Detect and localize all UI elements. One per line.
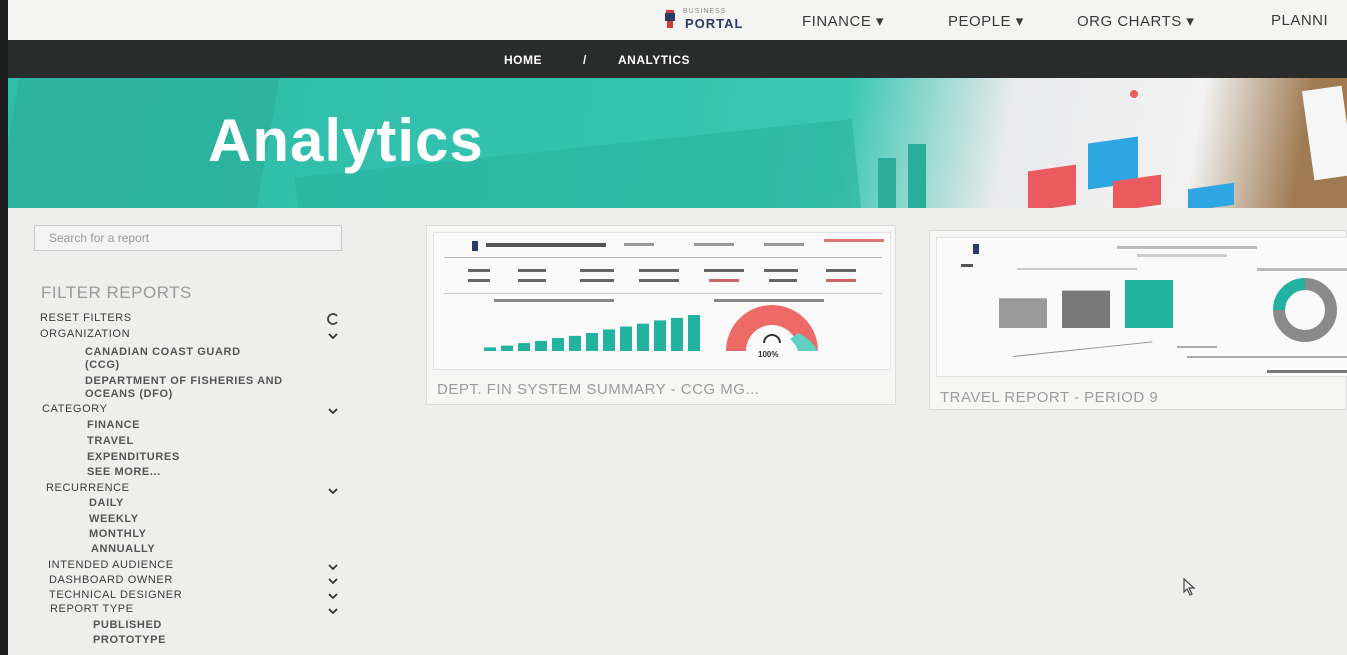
filter-category[interactable]: CATEGORY	[42, 403, 108, 415]
preview-bar	[501, 345, 513, 351]
preview-bar	[586, 333, 598, 351]
chevron-down-icon[interactable]	[328, 331, 338, 341]
breadcrumb: HOME / ANALYTICS	[8, 40, 1347, 78]
filter-intended-audience[interactable]: INTENDED AUDIENCE	[48, 559, 174, 571]
report-bar-chart	[999, 280, 1173, 328]
report-search	[34, 225, 342, 251]
report-card[interactable]: 100% DEPT. FIN SYSTEM SUMMARY - CCG MG..…	[426, 225, 896, 405]
report-title[interactable]: DEPT. FIN SYSTEM SUMMARY - CCG MG...	[437, 381, 760, 398]
flag-logo-icon	[665, 10, 675, 28]
hero-decor-bar	[878, 158, 896, 208]
refresh-icon[interactable]	[326, 313, 340, 325]
reset-filters-button[interactable]: RESET FILTERS	[40, 312, 132, 324]
filter-see-more[interactable]: SEE MORE...	[87, 466, 161, 478]
gauge-value-label: 100%	[758, 350, 778, 359]
hero-decor-red-bar	[1113, 174, 1161, 208]
nav-finance[interactable]: FINANCE ▾	[802, 13, 885, 30]
portal-logo[interactable]: BUSINESS PORTAL	[663, 8, 758, 32]
filter-option[interactable]: DAILY	[89, 497, 124, 509]
filter-option[interactable]: CANADIAN COAST GUARD	[85, 346, 241, 358]
preview-bar	[1062, 290, 1110, 328]
filter-option[interactable]: TRAVEL	[87, 435, 134, 447]
chevron-down-icon[interactable]	[328, 406, 338, 416]
report-thumbnail	[936, 237, 1347, 377]
hero-banner: Analytics	[8, 78, 1347, 208]
preview-bar	[518, 343, 530, 351]
filter-option[interactable]: FINANCE	[87, 419, 141, 431]
breadcrumb-separator: /	[583, 53, 587, 67]
preview-bar	[620, 326, 632, 351]
search-input[interactable]	[35, 226, 341, 250]
preview-bar	[671, 317, 683, 351]
logo-big-text: PORTAL	[685, 16, 744, 31]
filter-option[interactable]: EXPENDITURES	[87, 451, 180, 463]
filter-option[interactable]: MONTHLY	[89, 528, 147, 540]
chevron-down-icon[interactable]	[328, 591, 338, 601]
browser-screen: BUSINESS PORTAL FINANCE ▾ PEOPLE ▾ ORG C…	[8, 0, 1347, 655]
filter-option[interactable]: PUBLISHED	[93, 619, 162, 631]
hero-decor-red-bar	[1028, 164, 1076, 208]
filter-option[interactable]: (CCG)	[85, 359, 120, 371]
preview-bar	[1125, 280, 1173, 328]
filter-reports-heading: FILTER REPORTS	[41, 283, 192, 302]
logo-small-text: BUSINESS	[683, 8, 727, 15]
hero-decor-bar	[908, 144, 926, 208]
filter-recurrence[interactable]: RECURRENCE	[46, 482, 130, 494]
preview-bar	[484, 347, 496, 351]
preview-bar	[654, 320, 666, 351]
preview-bar	[569, 335, 581, 351]
preview-bar	[552, 338, 564, 351]
hero-decor-blue-bar	[1188, 182, 1234, 208]
preview-bar	[688, 315, 700, 351]
nav-people[interactable]: PEOPLE ▾	[948, 13, 1024, 30]
nav-org-charts[interactable]: ORG CHARTS ▾	[1077, 13, 1195, 30]
report-title[interactable]: TRAVEL REPORT - PERIOD 9	[940, 389, 1159, 406]
filter-option[interactable]: OCEANS (DFO)	[85, 388, 173, 400]
breadcrumb-current: ANALYTICS	[618, 53, 691, 67]
preview-bar	[535, 340, 547, 351]
report-bar-chart	[484, 315, 700, 351]
preview-bar	[603, 329, 615, 351]
chevron-down-icon[interactable]	[328, 606, 338, 616]
nav-planning[interactable]: PLANNI	[1271, 12, 1329, 29]
filter-option[interactable]: DEPARTMENT OF FISHERIES AND	[85, 375, 283, 387]
filter-organization[interactable]: ORGANIZATION	[40, 328, 131, 340]
filter-option[interactable]: WEEKLY	[89, 513, 139, 525]
report-card[interactable]: TRAVEL REPORT - PERIOD 9	[929, 230, 1347, 410]
filter-dashboard-owner[interactable]: DASHBOARD OWNER	[49, 574, 173, 586]
filter-option[interactable]: PROTOTYPE	[93, 634, 167, 646]
breadcrumb-home[interactable]: HOME	[504, 53, 542, 67]
preview-bar	[637, 323, 649, 351]
mouse-cursor-icon	[1183, 578, 1196, 596]
report-preview-graphic: 100%	[444, 239, 884, 359]
page-title: Analytics	[208, 107, 484, 174]
report-thumbnail: 100%	[433, 232, 891, 370]
preview-bar	[999, 298, 1047, 328]
filter-report-type[interactable]: REPORT TYPE	[50, 603, 134, 615]
filter-technical-designer[interactable]: TECHNICAL DESIGNER	[49, 589, 183, 601]
chevron-down-icon[interactable]	[328, 486, 338, 496]
top-navigation: BUSINESS PORTAL FINANCE ▾ PEOPLE ▾ ORG C…	[8, 0, 1347, 40]
filter-option[interactable]: ANNUALLY	[91, 543, 156, 555]
hero-decor-paper-edge	[1301, 85, 1347, 181]
hero-decor-dot	[1130, 90, 1138, 98]
report-preview-graphic	[961, 244, 1347, 373]
chevron-down-icon[interactable]	[328, 576, 338, 586]
chevron-down-icon[interactable]	[328, 562, 338, 572]
